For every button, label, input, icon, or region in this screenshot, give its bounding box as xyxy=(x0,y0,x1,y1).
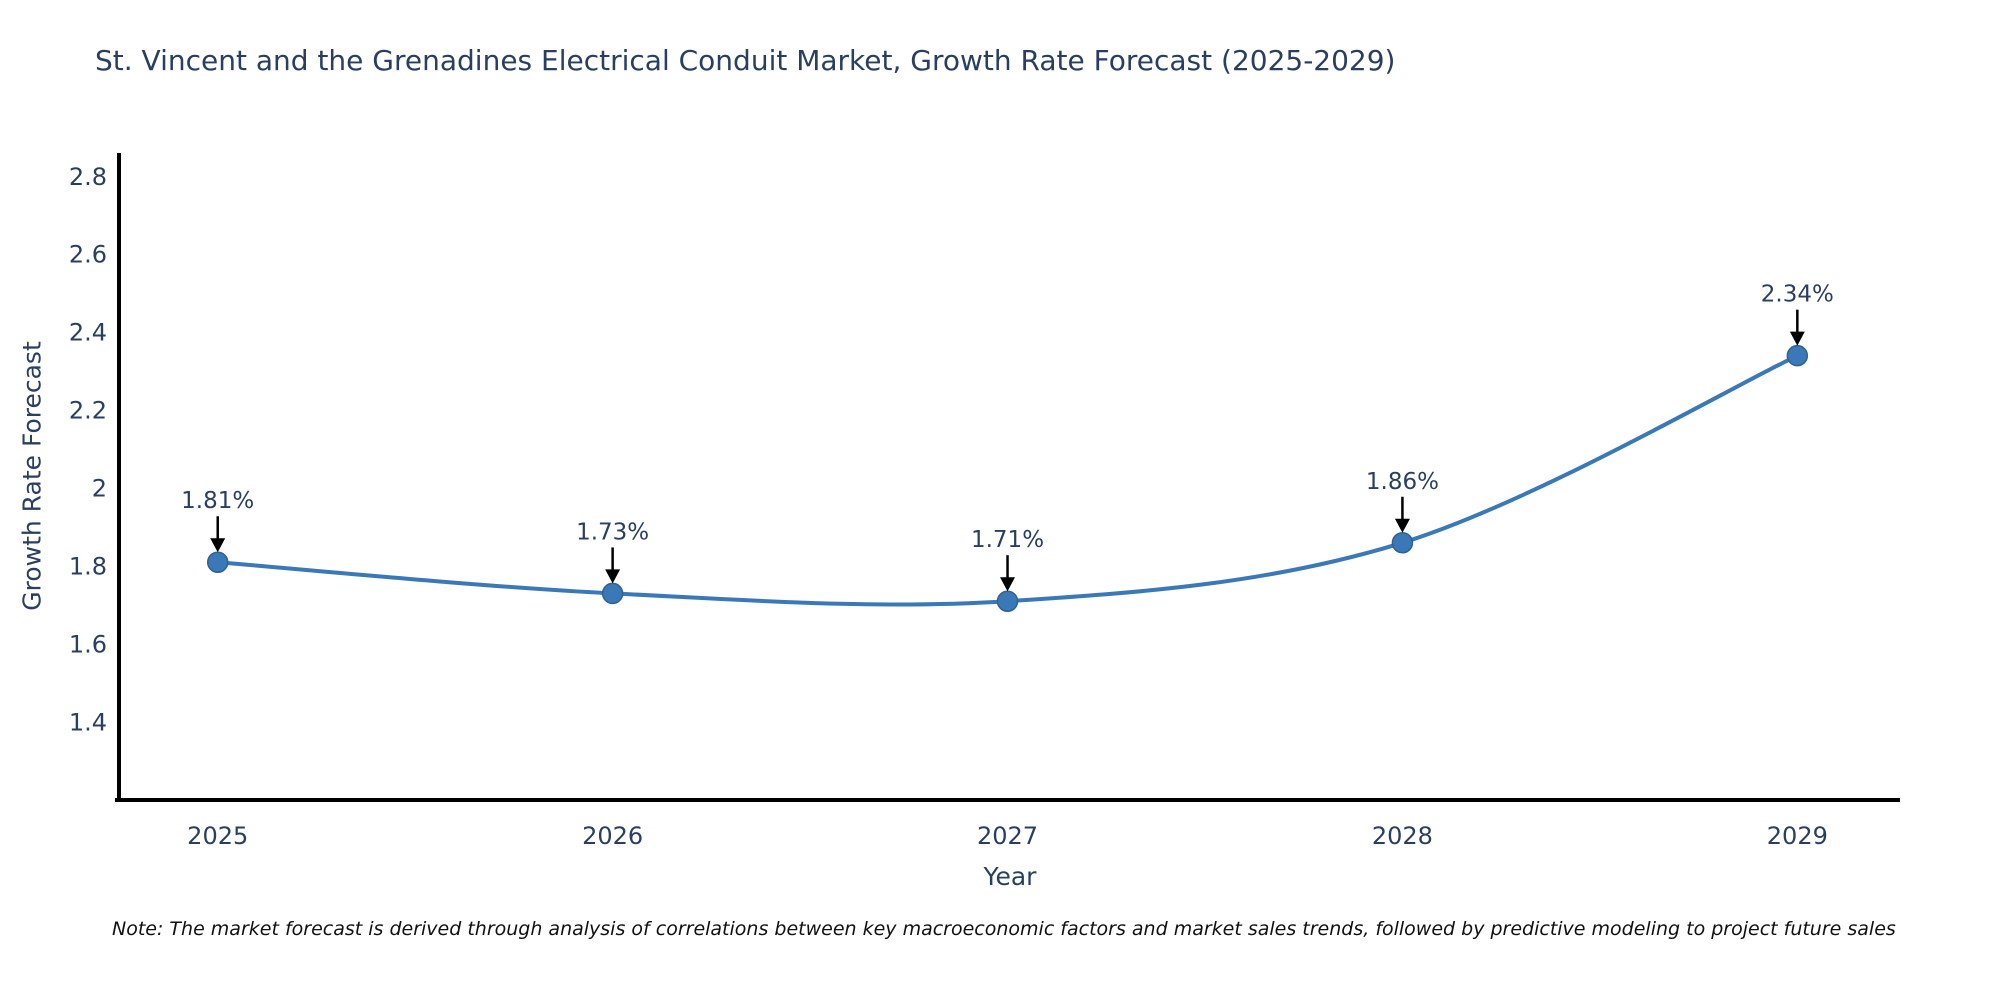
annotation-arrowhead xyxy=(605,569,621,584)
x-tick-label: 2029 xyxy=(1767,822,1828,850)
y-tick-label: 2.4 xyxy=(69,319,107,347)
annotation-arrowhead xyxy=(1000,577,1016,592)
data-point-marker-2025[interactable] xyxy=(206,551,229,573)
data-point-marker-2026[interactable] xyxy=(601,582,624,605)
annotation-label: 1.86% xyxy=(1366,469,1439,495)
y-tick-label: 2.2 xyxy=(69,397,107,425)
y-tick-label: 2.6 xyxy=(69,241,107,269)
y-tick-label: 1.8 xyxy=(69,553,107,581)
annotation-arrowhead xyxy=(210,538,226,553)
data-point-marker-2027[interactable] xyxy=(996,590,1019,612)
footnote-text: Note: The market forecast is derived thr… xyxy=(112,918,1896,940)
annotation-arrowhead xyxy=(1789,331,1805,346)
annotation-label: 2.34% xyxy=(1761,282,1834,308)
y-tick-label: 2.8 xyxy=(69,163,107,191)
annotation-label: 1.73% xyxy=(576,519,649,545)
annotation-label: 1.71% xyxy=(971,527,1044,553)
data-point-marker-2028[interactable] xyxy=(1391,532,1414,554)
x-tick-label: 2026 xyxy=(582,822,643,850)
data-point-marker-2029[interactable] xyxy=(1786,344,1809,367)
y-tick-label: 2 xyxy=(92,475,107,503)
x-axis-title: Year xyxy=(983,862,1037,891)
x-tick-label: 2027 xyxy=(977,822,1038,850)
chart-title: St. Vincent and the Grenadines Electrica… xyxy=(95,44,1396,77)
x-tick-label: 2025 xyxy=(187,822,248,850)
annotation-arrowhead xyxy=(1394,518,1410,533)
y-axis-title: Growth Rate Forecast xyxy=(17,341,47,611)
x-tick-label: 2028 xyxy=(1372,822,1433,850)
annotation-label: 1.81% xyxy=(181,488,254,514)
y-tick-label: 1.4 xyxy=(69,708,107,736)
y-tick-label: 1.6 xyxy=(69,630,107,658)
